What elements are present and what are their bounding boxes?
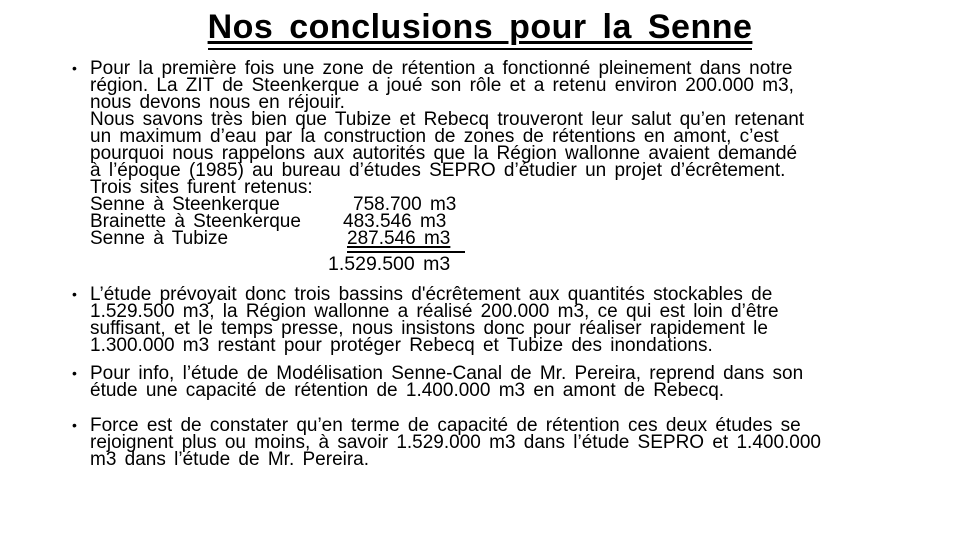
slide-body: • Pour la première fois une zone de réte… xyxy=(72,58,924,471)
bullet-4-body: Force est de constater qu’en terme de ca… xyxy=(90,415,924,471)
bullet-1-body: Pour la première fois une zone de rétent… xyxy=(90,58,924,276)
site-label: Brainette à Steenkerque xyxy=(90,211,301,233)
bullet-point-4: • Force est de constater qu’en terme de … xyxy=(72,415,924,471)
table-row: Senne à Steenkerque 758.700 m3 xyxy=(90,194,924,216)
paragraph-retention-intro: Pour la première fois une zone de rétent… xyxy=(90,58,805,199)
bullet-point-3: • Pour info, l’étude de Modélisation Sen… xyxy=(72,363,924,402)
table-row: Brainette à Steenkerque 483.546 m3 xyxy=(90,211,924,233)
site-label: Senne à Steenkerque xyxy=(90,194,280,216)
title-area: Nos conclusions pour la Senne xyxy=(0,0,960,51)
retention-sites-table: Senne à Steenkerque 758.700 m3 Brainette… xyxy=(90,194,924,276)
bullet-icon: • xyxy=(72,60,77,77)
bullet-2-body: L’étude prévoyait donc trois bassins d'é… xyxy=(90,284,924,357)
site-volume-underlined: 287.546 m3 xyxy=(347,228,451,250)
bullet-point-1: • Pour la première fois une zone de réte… xyxy=(72,58,924,276)
paragraph-pereira-study: Pour info, l’étude de Modélisation Senne… xyxy=(90,363,804,402)
bullet-icon: • xyxy=(72,365,77,382)
table-row: Senne à Tubize 287.546 m3 xyxy=(90,228,924,250)
bullet-point-2: • L’étude prévoyait donc trois bassins d… xyxy=(72,284,924,357)
sum-divider-line xyxy=(347,251,465,254)
site-label: Senne à Tubize xyxy=(90,228,229,250)
total-volume: 1.529.500 m3 xyxy=(328,253,451,276)
bullet-icon: • xyxy=(72,286,77,303)
paragraph-study-forecast: L’étude prévoyait donc trois bassins d'é… xyxy=(90,284,779,357)
page-title: Nos conclusions pour la Senne xyxy=(207,8,753,51)
site-volume: 758.700 m3 xyxy=(353,194,457,216)
bullet-3-body: Pour info, l’étude de Modélisation Senne… xyxy=(90,363,924,402)
bullet-icon: • xyxy=(72,417,77,434)
site-volume: 483.546 m3 xyxy=(343,211,447,233)
paragraph-studies-comparison: Force est de constater qu’en terme de ca… xyxy=(90,415,821,471)
